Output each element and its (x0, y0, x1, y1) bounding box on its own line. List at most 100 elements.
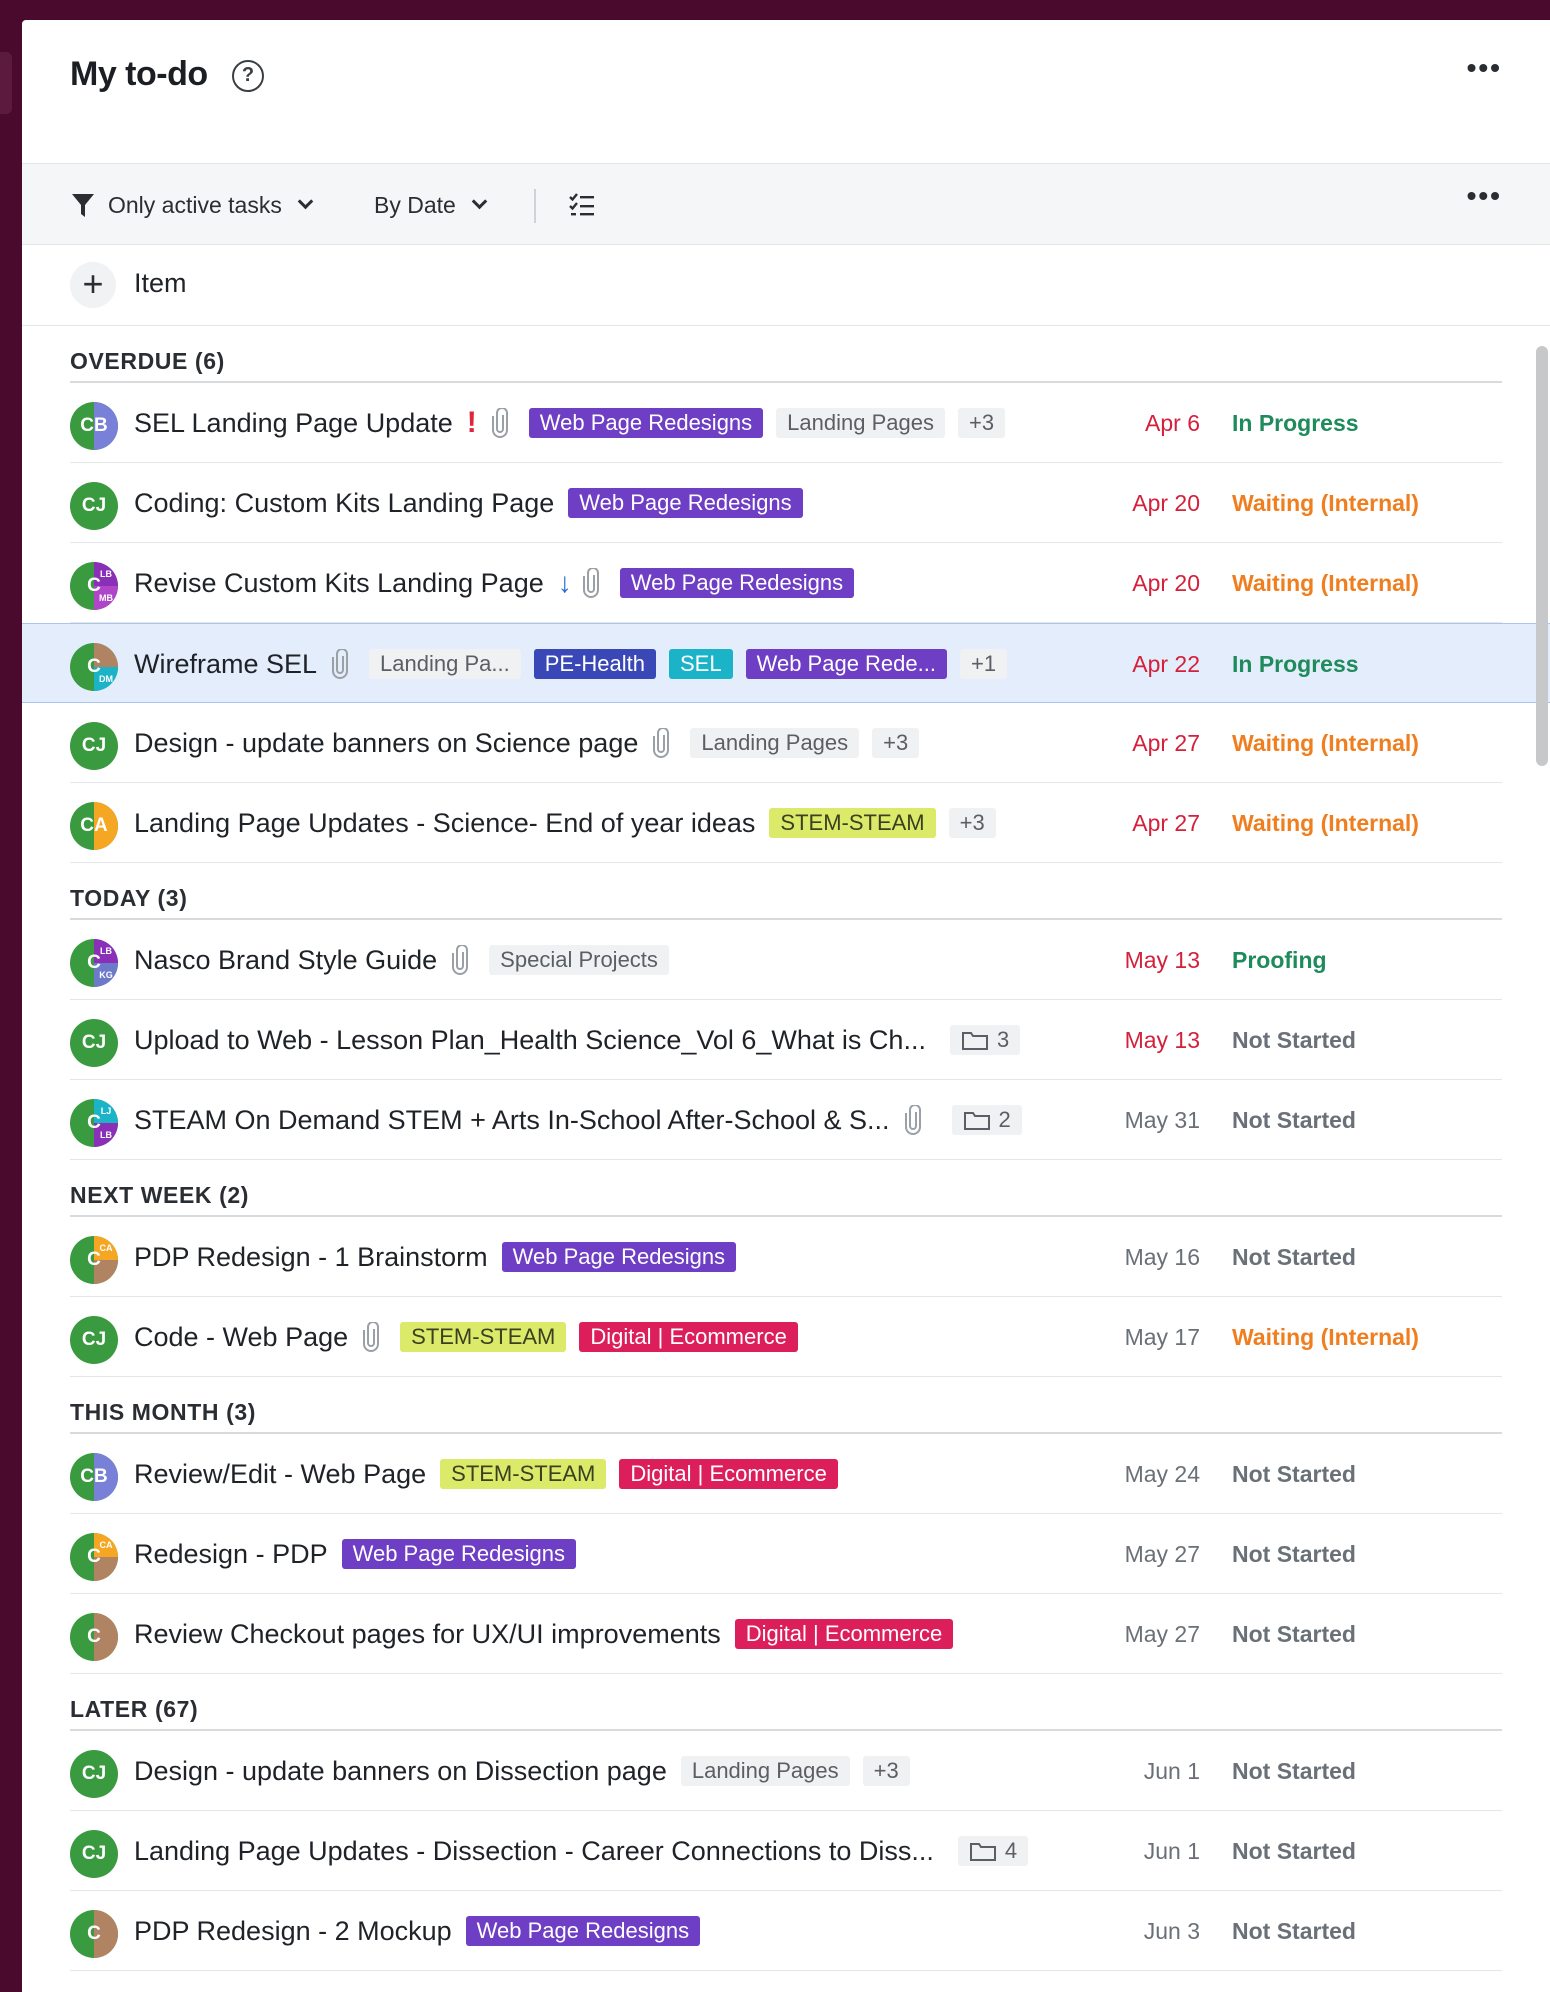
tag-badge[interactable]: Web Page Redesigns (619, 568, 855, 598)
due-date[interactable]: Jun 1 (1143, 1758, 1200, 1784)
status-label[interactable]: Not Started (1232, 1758, 1356, 1784)
task-row[interactable]: CA C PDP Redesign - 1 Brainstorm Web Page R… (22, 1217, 1550, 1297)
due-date[interactable]: May 13 (1124, 1027, 1200, 1053)
task-title[interactable]: Design - update banners on Science page (134, 727, 639, 758)
tag-badge[interactable]: Special Projects (489, 945, 669, 975)
sidebar-tab[interactable] (0, 52, 12, 114)
task-row[interactable]: CJ Landing Page Updates - Dissection - Ca… (22, 1811, 1550, 1891)
tag-badge[interactable]: Web Page Rede... (745, 649, 947, 679)
avatar[interactable]: DM C (70, 643, 118, 691)
subitems-chip[interactable]: 2 (951, 1105, 1022, 1135)
tag-badge[interactable]: STEM-STEAM (769, 808, 936, 838)
avatar[interactable]: CB (70, 402, 118, 450)
filter-dropdown[interactable]: Only active tasks (70, 164, 314, 246)
due-date[interactable]: Jun 1 (1143, 1838, 1200, 1864)
task-row[interactable]: C PDP Redesign - 2 Mockup Web Page Redesig… (22, 1891, 1550, 1971)
task-title[interactable]: Revise Custom Kits Landing Page (134, 567, 544, 598)
due-date[interactable]: Apr 6 (1145, 410, 1200, 436)
avatar[interactable]: CJ (70, 722, 118, 770)
tag-badge[interactable]: Landing Pages (690, 728, 860, 758)
task-title[interactable]: Redesign - PDP (134, 1538, 328, 1569)
task-title[interactable]: Review/Edit - Web Page (134, 1458, 427, 1489)
task-title[interactable]: SEL Landing Page Update (134, 407, 453, 438)
task-row[interactable]: CJ Upload to Web - Lesson Plan_Health Sci… (22, 1000, 1550, 1080)
avatar[interactable]: CJ (70, 1750, 118, 1798)
help-icon[interactable]: ? (232, 60, 264, 92)
subitems-chip[interactable]: 4 (957, 1836, 1029, 1866)
status-label[interactable]: Proofing (1232, 947, 1327, 973)
status-label[interactable]: Waiting (Internal) (1232, 730, 1419, 756)
task-title[interactable]: Code - Web Page (134, 1321, 349, 1352)
avatar[interactable]: LJ LB C (70, 1099, 118, 1147)
toolbar-more-icon[interactable]: ••• (1466, 180, 1502, 211)
task-row[interactable]: CA Landing Page Updates - Science- End of… (22, 783, 1550, 863)
add-item-row[interactable]: + Item (22, 245, 1550, 326)
tag-badge[interactable]: Web Page Redesigns (568, 488, 803, 518)
avatar[interactable]: CJ (70, 482, 118, 530)
task-title[interactable]: Design - update banners on Dissection pa… (134, 1755, 667, 1786)
due-date[interactable]: May 24 (1124, 1461, 1200, 1487)
avatar[interactable]: CA C (70, 1533, 118, 1581)
avatar[interactable]: CA (70, 802, 118, 850)
task-row[interactable]: LB KG C Nasco Brand Style Guide Special Proj… (22, 920, 1550, 1000)
status-label[interactable]: In Progress (1232, 651, 1359, 677)
task-title[interactable]: PDP Redesign - 1 Brainstorm (134, 1241, 488, 1272)
task-row[interactable]: CJ Design - update banners on Dissection … (22, 1731, 1550, 1811)
task-title[interactable]: Wireframe SEL (134, 648, 318, 679)
status-label[interactable]: Not Started (1232, 1918, 1356, 1944)
task-title[interactable]: Coding: Custom Kits Landing Page (134, 487, 555, 518)
due-date[interactable]: May 17 (1124, 1324, 1200, 1350)
due-date[interactable]: May 27 (1124, 1541, 1200, 1567)
task-title[interactable]: STEAM On Demand STEM + Arts In-School Af… (134, 1104, 890, 1135)
task-title[interactable]: Landing Page Updates - Dissection - Care… (134, 1835, 934, 1866)
status-label[interactable]: Not Started (1232, 1621, 1356, 1647)
due-date[interactable]: May 27 (1124, 1621, 1200, 1647)
task-row[interactable]: CJ Design - update banners on Science pag… (22, 703, 1550, 783)
status-label[interactable]: Waiting (Internal) (1232, 810, 1419, 836)
due-date[interactable]: Jun 3 (1143, 1918, 1200, 1944)
tag-badge[interactable]: Web Page Redesigns (528, 408, 764, 438)
due-date[interactable]: May 13 (1124, 947, 1200, 973)
task-row[interactable]: CB Review/Edit - Web Page STEM-STEAM Digita… (22, 1434, 1550, 1514)
plus-icon[interactable]: + (70, 262, 116, 308)
status-label[interactable]: Not Started (1232, 1244, 1356, 1270)
due-date[interactable]: Apr 22 (1132, 651, 1200, 677)
tag-badge[interactable]: PE-Health (533, 649, 656, 679)
scrollbar[interactable] (1536, 326, 1548, 766)
due-date[interactable]: May 31 (1124, 1107, 1200, 1133)
avatar[interactable]: C (70, 1613, 118, 1661)
avatar[interactable]: C (70, 1910, 118, 1958)
avatar[interactable]: CB (70, 1453, 118, 1501)
tag-badge[interactable]: Digital | Ecommerce (619, 1459, 838, 1489)
status-label[interactable]: Not Started (1232, 1838, 1356, 1864)
task-row[interactable]: CJ Coding: Custom Kits Landing Page Web Pa… (22, 463, 1550, 543)
task-title[interactable]: Review Checkout pages for UX/UI improvem… (134, 1618, 721, 1649)
more-tags-badge[interactable]: +3 (872, 728, 920, 758)
due-date[interactable]: May 16 (1124, 1244, 1200, 1270)
checklist-view-button[interactable] (568, 164, 596, 246)
due-date[interactable]: Apr 27 (1132, 730, 1200, 756)
task-row[interactable]: CA C Redesign - PDP Web Page Redesigns May 2… (22, 1514, 1550, 1594)
tag-badge[interactable]: Web Page Redesigns (501, 1242, 737, 1272)
task-row[interactable]: C Review Checkout pages for UX/UI improve… (22, 1594, 1550, 1674)
tag-badge[interactable]: Landing Pa... (369, 649, 521, 679)
status-label[interactable]: In Progress (1232, 410, 1359, 436)
header-more-icon[interactable]: ••• (1466, 52, 1502, 83)
avatar[interactable]: LB KG C (70, 939, 118, 987)
more-tags-badge[interactable]: +3 (862, 1756, 910, 1786)
avatar[interactable]: CJ (70, 1830, 118, 1878)
sort-dropdown[interactable]: By Date (374, 164, 488, 246)
tag-badge[interactable]: STEM-STEAM (440, 1459, 607, 1489)
tag-badge[interactable]: SEL (669, 649, 733, 679)
due-date[interactable]: Apr 27 (1132, 810, 1200, 836)
tag-badge[interactable]: Web Page Redesigns (341, 1539, 576, 1569)
task-row[interactable]: DM C Wireframe SEL Landing Pa... PE-Health SE… (22, 623, 1550, 703)
tag-badge[interactable]: Digital | Ecommerce (734, 1619, 954, 1649)
status-label[interactable]: Waiting (Internal) (1232, 1324, 1419, 1350)
avatar[interactable]: CJ (70, 1019, 118, 1067)
tag-badge[interactable]: Web Page Redesigns (465, 1916, 701, 1946)
tag-badge[interactable]: STEM-STEAM (400, 1322, 567, 1352)
status-label[interactable]: Not Started (1232, 1027, 1356, 1053)
avatar[interactable]: CA C (70, 1236, 118, 1284)
avatar[interactable]: CJ (70, 1316, 118, 1364)
